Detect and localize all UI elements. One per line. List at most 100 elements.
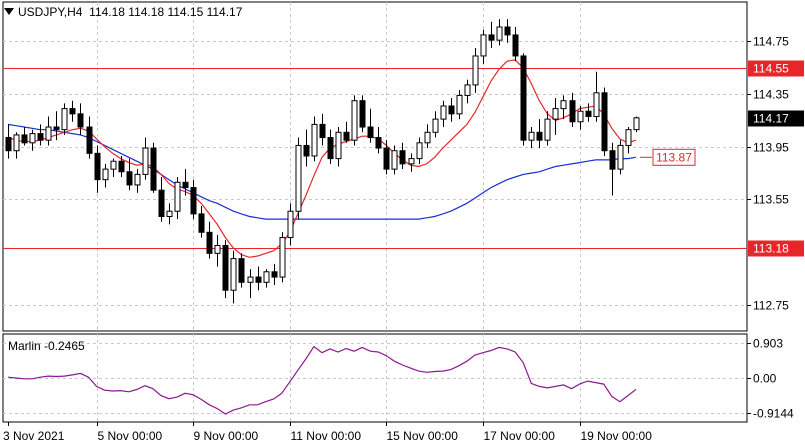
x-tick-label: 3 Nov 2021: [3, 429, 65, 443]
candle-body: [544, 118, 551, 141]
x-tick-label: 19 Nov 00:00: [581, 429, 653, 443]
candle-body: [214, 244, 221, 254]
y-tick-label: 113.55: [753, 193, 789, 207]
candle-body: [609, 150, 616, 170]
indicator-y-tick-label: -0.9144: [753, 407, 794, 421]
candle-body: [287, 210, 294, 239]
x-tick-label: 15 Nov 00:00: [387, 429, 459, 443]
candle-body: [391, 150, 398, 170]
ma-tag-label: 113.87: [656, 150, 692, 164]
candle-body: [158, 189, 165, 218]
candle-body: [102, 168, 109, 181]
indicator-y-tick-label: 0.903: [753, 337, 783, 351]
candle-body: [399, 150, 406, 165]
candle-body: [5, 137, 12, 152]
candle-body: [238, 258, 245, 283]
candle-body: [37, 133, 44, 141]
moving-average-fast: [7, 59, 637, 258]
candle-body: [206, 231, 213, 254]
candle-body: [279, 237, 286, 278]
candle-body: [408, 158, 415, 165]
candle-body: [303, 144, 310, 157]
moving-average-slow: [7, 123, 636, 220]
candle-body: [134, 173, 141, 186]
marlin-line: [7, 345, 637, 415]
candle-body: [174, 181, 181, 212]
y-tick-label: 114.35: [753, 88, 789, 102]
y-tick-label: 114.75: [753, 35, 789, 49]
candle-body: [560, 100, 567, 110]
candle-body: [45, 126, 52, 141]
candle-body: [222, 244, 229, 291]
candle-body: [21, 134, 28, 144]
level-price-box: [748, 60, 804, 77]
level-price-label: 113.18: [753, 242, 789, 256]
candle-body: [110, 160, 117, 170]
candle-body: [552, 108, 559, 120]
x-tick-label: 5 Nov 00:00: [98, 429, 163, 443]
candle-body: [416, 142, 423, 160]
current-price-label: 114.17: [753, 112, 789, 126]
current-price-box: [748, 110, 804, 127]
y-tick-label: 112.75: [753, 299, 789, 313]
candle-body: [61, 108, 68, 131]
x-tick-label: 9 Nov 00:00: [194, 429, 259, 443]
candle-body: [13, 134, 20, 152]
candle-body: [512, 34, 519, 57]
candle-body: [448, 105, 455, 115]
candle-body: [311, 123, 318, 157]
candle-body: [504, 26, 511, 36]
candle-body: [569, 100, 576, 123]
candle-body: [480, 34, 487, 57]
candle-body: [633, 117, 640, 131]
candle-body: [432, 118, 439, 133]
candle-body: [271, 271, 278, 278]
candle-body: [263, 271, 270, 283]
candle-body: [536, 131, 543, 141]
x-tick-label: 11 Nov 00:00: [291, 429, 362, 443]
candle-body: [496, 26, 503, 41]
candle-body: [343, 131, 350, 141]
candle-body: [617, 144, 624, 170]
candle-body: [247, 276, 254, 283]
candle-body: [150, 147, 157, 191]
candle-body: [86, 126, 93, 154]
candle-body: [375, 137, 382, 149]
symbol-timeframe: USDJPY,H4: [18, 5, 83, 19]
candle-body: [94, 152, 101, 181]
indicator-y-tick-label: 0.00: [753, 372, 777, 386]
candle-body: [625, 129, 632, 146]
x-tick-label: 17 Nov 00:00: [484, 429, 556, 443]
candle-body: [190, 187, 197, 215]
level-price-label: 114.55: [753, 62, 789, 76]
candle-body: [77, 113, 84, 128]
candle-body: [327, 137, 334, 160]
candle-body: [585, 110, 592, 117]
candle-body: [472, 55, 479, 86]
level-price-box: [748, 240, 804, 257]
candle-body: [383, 147, 390, 170]
candle-body: [367, 126, 374, 139]
candle-body: [335, 131, 342, 160]
ohlc-values: 114.18 114.18 114.15 114.17: [89, 5, 243, 19]
candle-body: [319, 123, 326, 139]
candle-body: [577, 110, 584, 123]
ma-tag-box: [652, 148, 696, 166]
candle-body: [601, 92, 608, 152]
candle-body: [182, 181, 189, 189]
candle-body: [424, 131, 431, 144]
candle-body: [198, 213, 205, 233]
candle-body: [69, 108, 76, 115]
indicator-label: Marlin -0.2465: [8, 339, 85, 353]
candle-body: [126, 171, 133, 186]
candle-body: [528, 131, 535, 141]
candle-body: [230, 258, 237, 291]
chart-title: USDJPY,H4 114.18 114.18 114.15 114.17: [4, 5, 242, 19]
candle-body: [142, 147, 149, 175]
y-tick-label: 113.95: [753, 141, 789, 155]
menu-triangle-icon[interactable]: [4, 8, 14, 15]
candle-body: [440, 105, 447, 120]
candle-body: [359, 100, 366, 128]
